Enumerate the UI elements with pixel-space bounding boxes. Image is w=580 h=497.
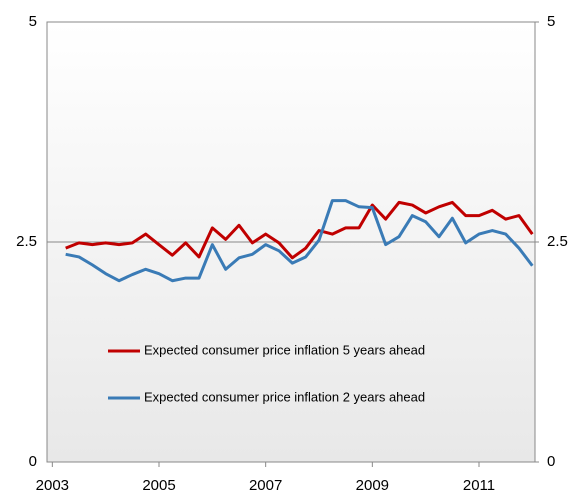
y-tick-label: 0 [29, 453, 37, 470]
x-tick-label: 2009 [356, 477, 389, 494]
x-tick-label: 2011 [463, 477, 495, 494]
legend-label: Expected consumer price inflation 5 year… [144, 342, 425, 357]
x-tick-label: 2007 [249, 477, 282, 494]
y-tick-label: 2.5 [16, 233, 37, 250]
x-tick-label: 2003 [36, 477, 69, 494]
series-line [65, 200, 534, 260]
y2-tick-label: 0 [547, 453, 555, 470]
series-line [65, 199, 534, 283]
legend-label: Expected consumer price inflation 2 year… [144, 389, 425, 404]
y-tick-label: 5 [29, 13, 37, 30]
y2-tick-label: 2.5 [547, 233, 568, 250]
x-tick-label: 2005 [142, 477, 175, 494]
y2-tick-label: 5 [547, 13, 555, 30]
